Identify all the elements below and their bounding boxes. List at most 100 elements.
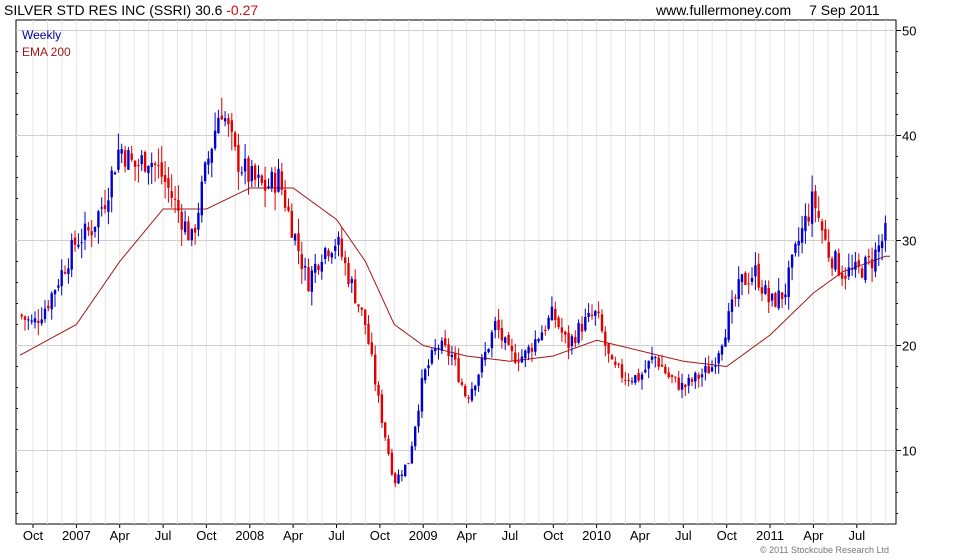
candle-body <box>810 191 814 224</box>
candle-body <box>754 265 757 277</box>
candle-body <box>830 258 834 269</box>
candle-body <box>594 311 597 316</box>
candle-body <box>93 226 97 232</box>
candle-body <box>790 254 794 268</box>
y-tick-label: 50 <box>902 24 916 39</box>
candle-body <box>163 175 167 182</box>
candle-body <box>23 316 27 320</box>
chart-source: www.fullermoney.com 7 Sep 2011 <box>656 0 880 20</box>
candle-body <box>20 314 23 317</box>
candle-body <box>237 144 240 172</box>
candle-body <box>514 352 517 363</box>
candle-body <box>117 149 120 170</box>
candle-body <box>434 347 437 352</box>
candle-body <box>847 267 850 277</box>
candle-body <box>190 228 193 241</box>
candle-body <box>644 369 647 373</box>
candle-body <box>417 410 420 427</box>
candle-body <box>440 340 444 351</box>
candle-body <box>347 263 350 284</box>
candle-body <box>530 347 534 352</box>
candle-body <box>717 353 720 364</box>
candle-body <box>277 168 280 192</box>
candle-body <box>534 339 537 352</box>
candle-body <box>427 365 430 369</box>
candle-body <box>880 241 884 249</box>
candle-body <box>630 381 634 383</box>
candle-body <box>460 382 464 385</box>
candle-body <box>270 171 273 188</box>
candle-body <box>560 327 564 333</box>
y-tick-label: 20 <box>902 339 916 354</box>
candle-body <box>467 397 470 399</box>
candle-body <box>47 305 50 309</box>
candle-body <box>217 117 220 134</box>
candle-body <box>674 376 677 378</box>
candle-body <box>544 330 547 331</box>
candle-body <box>307 267 310 291</box>
candle-body <box>550 306 554 321</box>
price-change: -0.27 <box>226 2 259 18</box>
candle-body <box>827 242 830 258</box>
candle-body <box>257 174 260 178</box>
candle-body <box>600 314 604 332</box>
candle-body <box>67 268 70 274</box>
candle-body <box>620 364 624 378</box>
candle-body <box>213 130 217 149</box>
site-link[interactable]: www.fullermoney.com <box>656 2 792 18</box>
candle-body <box>724 337 727 347</box>
candle-body <box>367 323 370 344</box>
candle-body <box>497 319 500 330</box>
candle-body <box>690 379 694 382</box>
candle-body <box>624 379 627 381</box>
candle-body <box>610 355 614 360</box>
candle-body <box>484 352 487 361</box>
candle-body <box>874 249 877 272</box>
candle-body <box>824 229 827 240</box>
candle-body <box>43 308 47 320</box>
candle-body <box>53 290 57 295</box>
candle-body <box>494 321 497 331</box>
x-tick-label: Jul <box>675 528 692 543</box>
x-tick-label: Apr <box>283 528 304 543</box>
candle-body <box>150 162 153 167</box>
grid <box>16 20 896 524</box>
candle-body <box>477 374 480 386</box>
legend-ema: EMA 200 <box>22 45 71 59</box>
candle-body <box>267 186 270 188</box>
candle-body <box>767 288 770 303</box>
candle-body <box>777 290 780 309</box>
candle-body <box>804 215 807 232</box>
candle-body <box>40 319 43 324</box>
candle-body <box>744 272 747 285</box>
candle-body <box>704 365 707 373</box>
candle-body <box>447 344 450 357</box>
candle-body <box>314 263 317 273</box>
candle-body <box>407 463 410 465</box>
candle-body <box>377 384 380 396</box>
candle-body <box>177 200 180 211</box>
chart-date: 7 Sep 2011 <box>809 2 880 18</box>
candle-body <box>740 274 744 283</box>
candle-body <box>337 237 340 245</box>
candle-body <box>604 331 607 346</box>
candle-body <box>243 158 247 172</box>
candle-body <box>770 293 774 301</box>
candle-body <box>380 394 384 423</box>
candle-body <box>750 277 754 282</box>
candles <box>20 97 887 488</box>
candle-body <box>637 373 640 381</box>
candle-body <box>817 211 820 218</box>
candle-body <box>854 262 857 270</box>
candle-body <box>720 345 724 355</box>
candle-body <box>157 165 160 167</box>
candle-body <box>687 377 690 386</box>
chart-title: SILVER STD RES INC (SSRI) 30.6 -0.27 <box>4 0 258 20</box>
candle-body <box>677 377 680 390</box>
candle-body <box>464 385 467 397</box>
candle-body <box>564 331 567 335</box>
candle-body <box>334 246 337 251</box>
candle-body <box>747 283 750 285</box>
candle-body <box>113 172 117 175</box>
candle-body <box>590 314 594 317</box>
